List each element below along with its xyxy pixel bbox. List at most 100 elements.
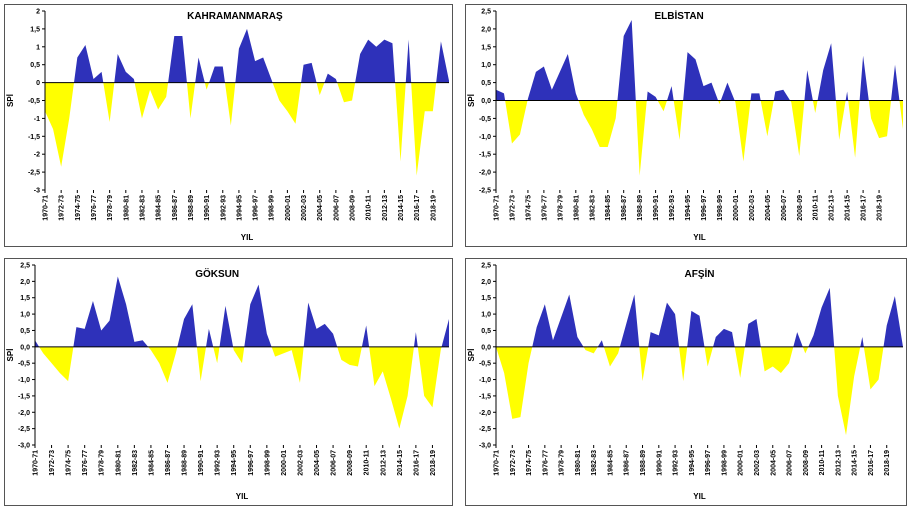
x-tick-label: 1986-87 <box>172 195 179 221</box>
x-tick-label: 2002-03 <box>754 450 761 476</box>
y-tick-label: -1,5 <box>18 393 30 400</box>
chart-title: ELBİSTAN <box>655 9 704 22</box>
series-area-positive <box>35 276 449 347</box>
x-tick-label: 2016-17 <box>413 450 420 476</box>
x-tick-label: 1982-83 <box>591 450 598 476</box>
panel-afsin: 2,5 2,0 1,5 1,0 0,5 0,0 -0,5 -1,0 -1,5 -2,0 -2,5 -3… <box>465 258 907 506</box>
y-tick-label: 2,5 <box>20 263 30 270</box>
y-tick-label: -2,0 <box>479 410 491 417</box>
x-tick-label: 1996-97 <box>701 195 708 221</box>
x-tick-label: 1998-99 <box>264 450 271 476</box>
y-tick-label: 0,0 <box>481 98 491 105</box>
x-tick-label: 1990-91 <box>198 450 205 476</box>
y-tick-label: 1,5 <box>481 44 491 51</box>
y-tick-label: -1 <box>34 116 40 123</box>
y-tick-label: -1,0 <box>18 377 30 384</box>
y-tick-label: 1,5 <box>20 295 30 302</box>
x-tick-label: 2016-17 <box>414 195 421 221</box>
y-tick-label: 1,0 <box>20 312 30 319</box>
x-tick-label: 2012-13 <box>835 450 842 476</box>
x-tick-label: 1990-91 <box>204 195 211 221</box>
y-tick-label: -2 <box>34 152 40 159</box>
x-axis-label: YIL <box>693 233 706 242</box>
x-tick-label: 1978-79 <box>99 450 106 476</box>
x-tick-label: 2014-15 <box>845 195 852 221</box>
x-tick-label: 2012-13 <box>829 195 836 221</box>
x-tick-label: 1992-93 <box>673 450 680 476</box>
x-tick-label: 2006-07 <box>787 450 794 476</box>
x-tick-label: 1996-97 <box>253 195 260 221</box>
x-tick-label: 2004-05 <box>765 195 772 221</box>
x-tick-label: 2018-19 <box>884 450 891 476</box>
x-tick-label: 2016-17 <box>861 195 868 221</box>
y-tick-label: 0,0 <box>20 344 30 351</box>
y-tick-label: 1 <box>36 44 40 51</box>
x-tick-label: 1984-85 <box>148 450 155 476</box>
series-area-positive <box>45 28 449 83</box>
x-tick-label: 1970-71 <box>43 195 50 221</box>
x-tick-label: 2018-19 <box>877 195 884 221</box>
x-tick-label: 1970-71 <box>494 195 501 221</box>
x-tick-label: 2010-11 <box>366 195 373 220</box>
chart-afsin: 2,5 2,0 1,5 1,0 0,5 0,0 -0,5 -1,0 -1,5 -2,0 -2,5 -3… <box>467 263 903 501</box>
y-tick-label: 0 <box>36 80 40 87</box>
x-tick-label: 1974-75 <box>75 195 82 221</box>
y-tick-label: 0,5 <box>481 80 491 87</box>
x-tick-label: 1978-79 <box>557 195 564 221</box>
series-area-negative <box>496 100 903 176</box>
x-tick-label: 2000-01 <box>733 195 740 221</box>
series-area-negative <box>45 82 449 176</box>
y-tick-label: -0,5 <box>18 361 30 368</box>
x-tick-label: 1976-77 <box>541 195 548 221</box>
y-tick-label: -2,0 <box>479 170 491 177</box>
y-tick-label: 1,5 <box>481 295 491 302</box>
x-tick-label: 1984-85 <box>607 450 614 476</box>
y-tick-label: -2,5 <box>479 188 491 195</box>
y-tick-label: -3,0 <box>18 443 30 450</box>
chart-title: AFŞİN <box>685 267 715 280</box>
chart-title: GÖKSUN <box>195 267 239 280</box>
x-tick-label: 1972-73 <box>49 450 56 476</box>
y-axis-label: SPİ <box>467 94 476 107</box>
x-tick-label: 2000-01 <box>281 450 288 476</box>
x-tick-label: 1994-95 <box>685 195 692 221</box>
y-tick-label: 0,5 <box>30 62 40 69</box>
y-tick-label: -1,0 <box>479 377 491 384</box>
y-tick-label: -1,5 <box>28 134 40 141</box>
x-tick-label: 2006-07 <box>333 195 340 221</box>
y-axis-label: SPİ <box>6 349 15 362</box>
x-tick-label: 1994-95 <box>231 450 238 476</box>
y-tick-label: -2,0 <box>18 410 30 417</box>
x-tick-label: 2014-15 <box>852 450 859 476</box>
y-tick-label: 1,5 <box>30 26 40 33</box>
x-tick-label: 1984-85 <box>156 195 163 221</box>
x-tick-label: 1976-77 <box>91 195 98 221</box>
y-tick-label: -1,5 <box>479 393 491 400</box>
x-tick-label: 1988-89 <box>640 450 647 476</box>
y-tick-label: -2,5 <box>18 426 30 433</box>
x-tick-label: 1996-97 <box>705 450 712 476</box>
x-tick-label: 2016-17 <box>868 450 875 476</box>
y-tick-label: 2,5 <box>481 9 491 16</box>
x-tick-label: 1980-81 <box>575 450 582 476</box>
y-tick-label: 0,5 <box>20 328 30 335</box>
x-tick-label: 2014-15 <box>397 450 404 476</box>
x-tick-label: 1970-71 <box>33 450 40 476</box>
y-tick-label: 1,0 <box>481 312 491 319</box>
x-tick-label: 1996-97 <box>248 450 255 476</box>
y-tick-label: 0,5 <box>481 328 491 335</box>
series-area-positive <box>496 287 903 347</box>
x-tick-label: 1990-91 <box>656 450 663 476</box>
chart-goksun: 2,5 2,0 1,5 1,0 0,5 0,0 -0,5 -1,0 -1,5 -2,0 -2,5 -3… <box>6 263 449 501</box>
x-tick-label: 1972-73 <box>59 195 66 221</box>
x-tick-label: 2004-05 <box>770 450 777 476</box>
x-tick-label: 1994-95 <box>236 195 243 221</box>
y-tick-label: 0,0 <box>481 344 491 351</box>
x-tick-label: 2004-05 <box>317 195 324 221</box>
x-tick-label: 2012-13 <box>380 450 387 476</box>
x-tick-label: 1976-77 <box>542 450 549 476</box>
x-tick-label: 1972-73 <box>510 450 517 476</box>
panel-goksun: 2,5 2,0 1,5 1,0 0,5 0,0 -0,5 -1,0 -1,5 -2,0 -2,5 -3… <box>4 258 453 506</box>
x-tick-label: 2002-03 <box>297 450 304 476</box>
